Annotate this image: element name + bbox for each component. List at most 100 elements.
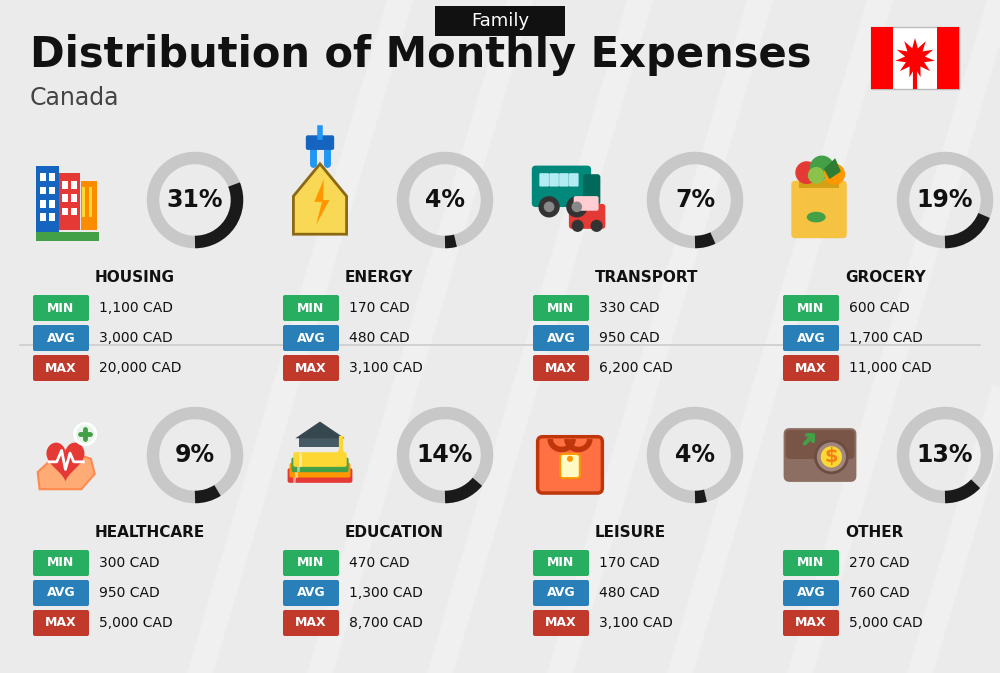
Circle shape [815, 441, 847, 473]
Text: AVG: AVG [47, 586, 75, 600]
Text: 600 CAD: 600 CAD [849, 301, 910, 315]
Text: 330 CAD: 330 CAD [599, 301, 660, 315]
Circle shape [567, 456, 573, 462]
Text: EDUCATION: EDUCATION [345, 525, 444, 540]
Text: 3,000 CAD: 3,000 CAD [99, 331, 173, 345]
FancyBboxPatch shape [49, 174, 55, 181]
FancyBboxPatch shape [283, 610, 339, 636]
Text: MIN: MIN [547, 302, 575, 314]
Text: Distribution of Monthly Expenses: Distribution of Monthly Expenses [30, 34, 812, 76]
Text: 6,200 CAD: 6,200 CAD [599, 361, 673, 375]
Text: AVG: AVG [547, 586, 575, 600]
FancyBboxPatch shape [533, 325, 589, 351]
FancyBboxPatch shape [784, 428, 856, 482]
Polygon shape [293, 164, 347, 234]
FancyBboxPatch shape [791, 181, 847, 238]
Text: MAX: MAX [295, 616, 327, 629]
Text: 31%: 31% [167, 188, 223, 212]
Circle shape [821, 446, 842, 468]
Text: MAX: MAX [45, 361, 77, 374]
FancyBboxPatch shape [33, 355, 89, 381]
FancyBboxPatch shape [560, 454, 580, 478]
FancyBboxPatch shape [574, 196, 599, 211]
Text: AVG: AVG [297, 586, 325, 600]
Circle shape [337, 450, 345, 457]
FancyBboxPatch shape [40, 213, 46, 221]
Text: MIN: MIN [297, 557, 325, 569]
Circle shape [808, 167, 825, 184]
FancyBboxPatch shape [33, 325, 89, 351]
Text: 13%: 13% [917, 443, 973, 467]
FancyBboxPatch shape [291, 458, 349, 472]
FancyBboxPatch shape [783, 580, 839, 606]
FancyBboxPatch shape [783, 550, 839, 576]
Text: AVG: AVG [797, 586, 825, 600]
FancyBboxPatch shape [62, 194, 68, 202]
FancyBboxPatch shape [283, 550, 339, 576]
Text: 3,100 CAD: 3,100 CAD [599, 616, 673, 630]
Text: 5,000 CAD: 5,000 CAD [99, 616, 173, 630]
FancyBboxPatch shape [533, 550, 589, 576]
FancyBboxPatch shape [786, 430, 854, 459]
Text: 470 CAD: 470 CAD [349, 556, 410, 570]
Circle shape [810, 155, 834, 180]
Text: 950 CAD: 950 CAD [599, 331, 660, 345]
FancyBboxPatch shape [59, 174, 80, 230]
Text: MAX: MAX [545, 361, 577, 374]
FancyBboxPatch shape [539, 173, 549, 186]
Circle shape [544, 201, 554, 212]
Text: OTHER: OTHER [845, 525, 903, 540]
FancyBboxPatch shape [71, 194, 77, 202]
FancyBboxPatch shape [306, 135, 334, 150]
Circle shape [572, 201, 582, 212]
Circle shape [566, 197, 587, 217]
FancyBboxPatch shape [871, 27, 893, 89]
Text: 8,700 CAD: 8,700 CAD [349, 616, 423, 630]
Text: MAX: MAX [795, 361, 827, 374]
Text: TRANSPORT: TRANSPORT [595, 270, 698, 285]
Text: MIN: MIN [297, 302, 325, 314]
Text: MIN: MIN [797, 302, 825, 314]
FancyBboxPatch shape [783, 355, 839, 381]
FancyBboxPatch shape [783, 325, 839, 351]
Text: ENERGY: ENERGY [345, 270, 414, 285]
FancyBboxPatch shape [783, 295, 839, 321]
Text: 1,300 CAD: 1,300 CAD [349, 586, 423, 600]
Text: MIN: MIN [47, 302, 75, 314]
FancyBboxPatch shape [36, 232, 98, 241]
Text: 1,100 CAD: 1,100 CAD [99, 301, 173, 315]
Circle shape [824, 164, 845, 185]
Text: GROCERY: GROCERY [845, 270, 926, 285]
Polygon shape [895, 38, 935, 77]
Text: AVG: AVG [797, 332, 825, 345]
FancyBboxPatch shape [62, 207, 68, 215]
Polygon shape [38, 450, 95, 489]
Text: MIN: MIN [547, 557, 575, 569]
FancyBboxPatch shape [40, 186, 46, 194]
Polygon shape [314, 179, 330, 225]
FancyBboxPatch shape [62, 181, 68, 188]
Text: 480 CAD: 480 CAD [349, 331, 410, 345]
FancyBboxPatch shape [33, 550, 89, 576]
Text: 4%: 4% [425, 188, 465, 212]
Text: AVG: AVG [47, 332, 75, 345]
FancyBboxPatch shape [49, 186, 55, 194]
FancyBboxPatch shape [435, 6, 565, 36]
FancyBboxPatch shape [532, 166, 591, 207]
FancyBboxPatch shape [288, 468, 352, 483]
FancyBboxPatch shape [49, 213, 55, 221]
FancyBboxPatch shape [290, 463, 351, 478]
Text: 5,000 CAD: 5,000 CAD [849, 616, 923, 630]
Polygon shape [46, 443, 84, 482]
FancyBboxPatch shape [71, 181, 77, 188]
FancyBboxPatch shape [783, 610, 839, 636]
Ellipse shape [807, 212, 826, 222]
FancyBboxPatch shape [36, 166, 59, 234]
Text: MAX: MAX [795, 616, 827, 629]
FancyBboxPatch shape [538, 437, 602, 493]
Text: 4%: 4% [675, 443, 715, 467]
Polygon shape [295, 421, 345, 438]
Circle shape [795, 162, 818, 184]
FancyBboxPatch shape [299, 438, 341, 447]
FancyBboxPatch shape [33, 610, 89, 636]
